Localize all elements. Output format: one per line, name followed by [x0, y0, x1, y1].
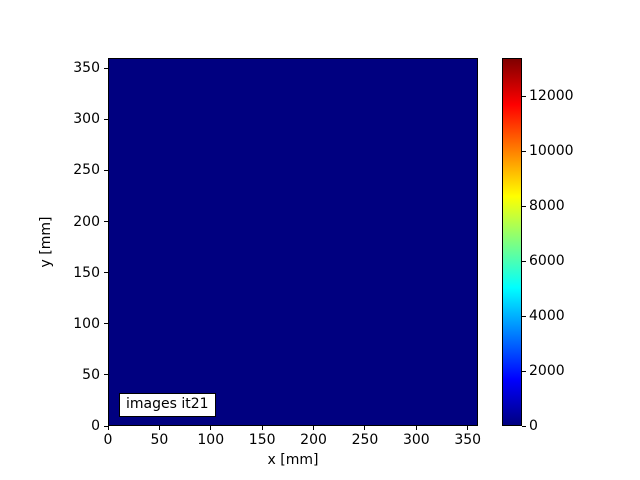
y-tick-label: 150 — [73, 264, 100, 281]
x-tick-label: 150 — [248, 432, 276, 448]
x-tick-label: 50 — [150, 432, 169, 448]
y-tick-mark — [104, 169, 108, 171]
y-tick-label: 200 — [73, 213, 100, 230]
x-tick-label: 300 — [402, 432, 430, 448]
y-tick-mark — [104, 425, 108, 427]
x-tick-mark — [364, 426, 366, 430]
x-tick-mark — [210, 426, 212, 430]
y-tick-label: 100 — [73, 315, 100, 332]
y-tick-mark — [104, 118, 108, 120]
colorbar-tick-mark — [522, 150, 526, 152]
colorbar-tick-mark — [522, 315, 526, 317]
y-tick-mark — [104, 323, 108, 325]
y-tick-label: 250 — [73, 162, 100, 179]
x-tick-label: 250 — [351, 432, 379, 448]
x-tick-label: 350 — [454, 432, 482, 448]
x-axis-label: x [mm] — [267, 452, 319, 468]
x-tick-mark — [467, 426, 469, 430]
colorbar-tick-mark — [522, 260, 526, 262]
colorbar-tick-label: 12000 — [529, 88, 574, 105]
x-tick-mark — [107, 426, 109, 430]
colorbar-tick-label: 8000 — [529, 198, 565, 215]
annotation-text: images it21 — [126, 396, 209, 412]
colorbar-tick-mark — [522, 425, 526, 427]
colorbar-tick-label: 2000 — [529, 363, 565, 380]
y-tick-label: 0 — [91, 418, 100, 434]
x-tick-mark — [313, 426, 315, 430]
colorbar-gradient — [502, 58, 522, 426]
colorbar-tick-mark — [522, 95, 526, 97]
colorbar-tick-label: 0 — [529, 418, 538, 434]
x-tick-label: 0 — [103, 432, 113, 448]
colorbar-tick-label: 6000 — [529, 253, 565, 270]
colorbar-tick-label: 10000 — [529, 143, 574, 160]
colorbar-tick-mark — [522, 205, 526, 207]
colorbar-tick-mark — [522, 370, 526, 372]
y-tick-label: 300 — [73, 111, 100, 128]
x-tick-mark — [261, 426, 263, 430]
y-tick-label: 50 — [82, 366, 100, 383]
colorbar-tick-label: 4000 — [529, 308, 565, 325]
annotation-box: images it21 — [119, 393, 216, 417]
y-tick-mark — [104, 374, 108, 376]
x-tick-mark — [415, 426, 417, 430]
x-tick-label: 100 — [197, 432, 225, 448]
heatmap-plot-area: images it21 — [108, 58, 478, 426]
y-tick-label: 350 — [73, 60, 100, 77]
x-tick-label: 200 — [300, 432, 327, 448]
y-tick-mark — [104, 272, 108, 274]
y-tick-mark — [104, 221, 108, 223]
y-tick-mark — [104, 67, 108, 69]
x-tick-mark — [158, 426, 160, 430]
